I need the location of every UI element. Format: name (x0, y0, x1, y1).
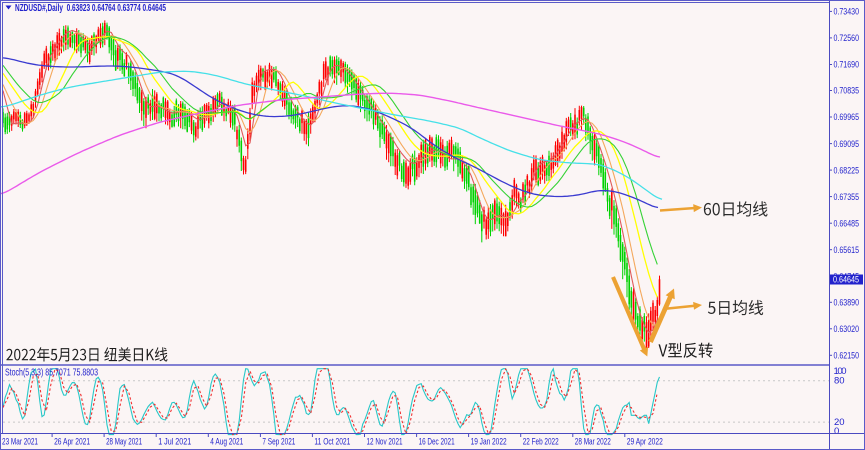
svg-text:80: 80 (834, 376, 845, 387)
svg-text:7 Sep 2021: 7 Sep 2021 (262, 437, 295, 448)
svg-text:0.66485: 0.66485 (834, 218, 860, 229)
svg-text:4 Aug 2021: 4 Aug 2021 (210, 437, 243, 448)
svg-text:0: 0 (834, 426, 839, 437)
svg-text:0.68225: 0.68225 (834, 165, 860, 176)
svg-text:Stoch(5,3,3) 85.7071 75.8803: Stoch(5,3,3) 85.7071 75.8803 (5, 367, 98, 379)
svg-text:0.73430: 0.73430 (834, 7, 860, 18)
svg-text:0.63890: 0.63890 (834, 298, 860, 309)
svg-text:28 May 2021: 28 May 2021 (106, 437, 142, 448)
svg-text:NZDUSD#,Daily 0.63823 0.64764: NZDUSD#,Daily 0.63823 0.64764 0.63774 0.… (15, 2, 166, 14)
svg-text:28 Mar 2022: 28 Mar 2022 (575, 437, 611, 448)
svg-text:0.63020: 0.63020 (834, 324, 860, 335)
svg-text:16 Dec 2021: 16 Dec 2021 (419, 437, 455, 448)
svg-text:0.65615: 0.65615 (834, 245, 860, 256)
svg-text:0.71690: 0.71690 (834, 60, 860, 71)
svg-text:0.69095: 0.69095 (834, 139, 860, 150)
svg-text:22 Feb 2022: 22 Feb 2022 (523, 437, 559, 448)
svg-text:12 Nov 2021: 12 Nov 2021 (367, 437, 403, 448)
svg-text:0.69965: 0.69965 (834, 112, 860, 123)
svg-text:0.62150: 0.62150 (834, 351, 860, 362)
svg-text:0.67355: 0.67355 (834, 192, 860, 203)
svg-text:23 Mar 2021: 23 Mar 2021 (2, 437, 38, 448)
svg-text:19 Jan 2022: 19 Jan 2022 (471, 437, 507, 448)
svg-text:11 Oct 2021: 11 Oct 2021 (314, 437, 350, 448)
svg-text:29 Apr 2022: 29 Apr 2022 (627, 437, 663, 448)
svg-text:1 Jul 2021: 1 Jul 2021 (158, 437, 191, 448)
svg-text:0.72560: 0.72560 (834, 33, 860, 44)
svg-text:100: 100 (834, 366, 847, 377)
svg-text:0.70835: 0.70835 (834, 86, 860, 97)
svg-text:26 Apr 2021: 26 Apr 2021 (54, 437, 90, 448)
svg-text:0.64645: 0.64645 (833, 275, 859, 286)
svg-text:20: 20 (834, 417, 845, 428)
